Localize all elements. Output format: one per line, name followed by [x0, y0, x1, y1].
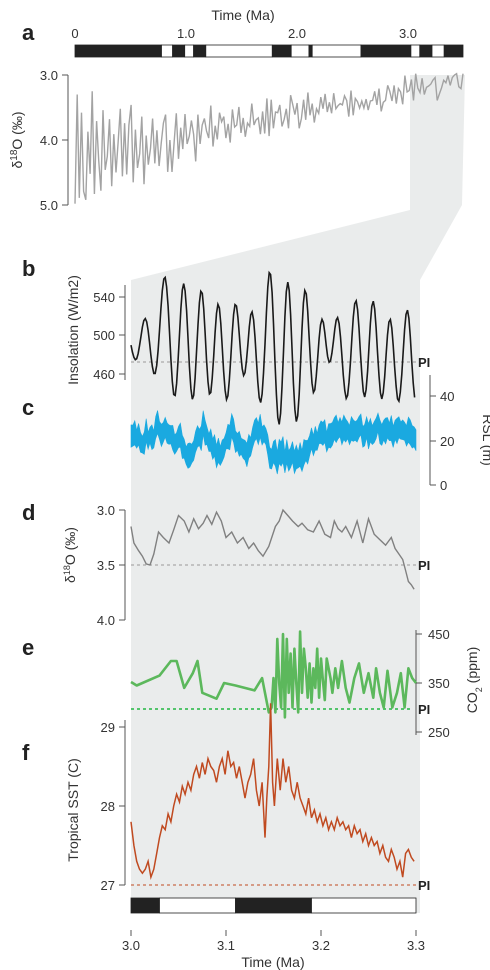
mag-top-chron-1: [161, 44, 174, 58]
panel-a: Time (Ma) 0 1.0 2.0 3.0 3.0 4.0 5.0 δ18O…: [9, 7, 464, 213]
pi-label-b: PI: [418, 355, 430, 370]
panel-f: 29 28 27 Tropical SST (C) PI 3.0 3.1 3.2…: [65, 703, 430, 970]
bottom-x-axis-label: Time (Ma): [241, 954, 304, 970]
mag-bottom-chron-3: [311, 897, 417, 914]
y-tick-f-1: 28: [101, 799, 115, 814]
y-tick-b-0: 540: [93, 290, 115, 305]
top-x-tick-1: 1.0: [177, 26, 195, 41]
y-tick-a-2: 5.0: [40, 198, 58, 213]
mag-top-chron-8: [308, 44, 313, 58]
y-tick-a-0: 3.0: [40, 68, 58, 83]
x-tick-f-0: 3.0: [122, 938, 140, 953]
panel-letter-a: a: [22, 20, 35, 45]
y-tick-c-1: 20: [440, 434, 454, 449]
mag-top-chron-12: [419, 44, 433, 58]
panel-letter-f: f: [22, 740, 30, 765]
x-tick-f-3: 3.3: [407, 938, 425, 953]
panel-c: 40 20 0 RSL (m): [130, 375, 490, 493]
y-axis-label-b: Insolation (W/m2): [65, 275, 81, 385]
mag-bottom-chron-2: [235, 897, 312, 914]
y-tick-c-2: 0: [440, 478, 447, 493]
top-x-axis-label: Time (Ma): [211, 7, 274, 23]
panel-d: 3.0 3.5 4.0 δ18O (‰) PI: [62, 503, 430, 628]
top-x-tick-0: 0: [71, 26, 78, 41]
panel-b: 540 500 460 Insolation (W/m2) PI: [65, 270, 430, 425]
mag-top-chron-9: [311, 44, 362, 58]
mag-top-chron-14: [443, 44, 464, 58]
mag-top-chron-3: [184, 44, 194, 58]
mag-bottom-chron-1: [159, 897, 236, 914]
y-tick-d-1: 3.5: [97, 558, 115, 573]
panel-letter-b: b: [22, 256, 35, 281]
y-tick-a-1: 4.0: [40, 133, 58, 148]
series-line-d18o-long: [74, 72, 464, 204]
y-tick-f-2: 27: [101, 878, 115, 893]
mag-bottom-chron-0: [130, 897, 160, 914]
pi-label-d: PI: [418, 558, 430, 573]
y-tick-e-2: 250: [428, 725, 450, 740]
panel-letter-d: d: [22, 500, 35, 525]
series-band-rsl: [130, 410, 417, 475]
mag-top-chron-4: [193, 44, 207, 58]
y-tick-d-2: 4.0: [97, 613, 115, 628]
magnetostratigraphy-bar-top: [74, 44, 464, 58]
y-tick-f-0: 29: [101, 720, 115, 735]
y-axis-label-a: δ18O (‰): [9, 111, 26, 168]
x-tick-f-1: 3.1: [217, 938, 235, 953]
pi-label-f: PI: [418, 878, 430, 893]
series-line-sst: [130, 703, 415, 880]
panel-letter-c: c: [22, 395, 34, 420]
series-line-co2: [130, 630, 418, 719]
mag-top-chron-2: [172, 44, 186, 58]
y-axis-label-e: CO2 (ppm): [464, 647, 484, 713]
pi-label-e: PI: [418, 702, 430, 717]
mag-top-chron-11: [410, 44, 421, 58]
top-x-tick-3: 3.0: [399, 26, 417, 41]
panel-letter-e: e: [22, 635, 34, 660]
x-tick-f-2: 3.2: [312, 938, 330, 953]
panel-e: 450 350 250 CO2 (ppm) PI: [130, 627, 484, 740]
y-tick-e-0: 450: [428, 627, 450, 642]
series-line-insolation: [130, 270, 416, 425]
y-tick-d-0: 3.0: [97, 503, 115, 518]
y-axis-label-c: RSL (m): [480, 414, 490, 466]
y-axis-label-d: δ18O (‰): [62, 527, 78, 583]
y-axis-label-f: Tropical SST (C): [65, 758, 81, 861]
series-line-d18o-zoom: [130, 508, 415, 590]
mag-top-chron-13: [431, 44, 445, 58]
magnetostratigraphy-bar-bottom: [130, 897, 417, 914]
mag-top-chron-10: [360, 44, 412, 58]
y-tick-e-1: 350: [428, 676, 450, 691]
y-tick-b-2: 460: [93, 367, 115, 382]
mag-top-chron-6: [271, 44, 292, 58]
mag-top-chron-5: [205, 44, 273, 58]
mag-top-chron-0: [74, 44, 162, 58]
y-tick-b-1: 500: [93, 328, 115, 343]
top-x-tick-2: 2.0: [288, 26, 306, 41]
y-tick-c-0: 40: [440, 389, 454, 404]
mag-top-chron-7: [290, 44, 310, 58]
